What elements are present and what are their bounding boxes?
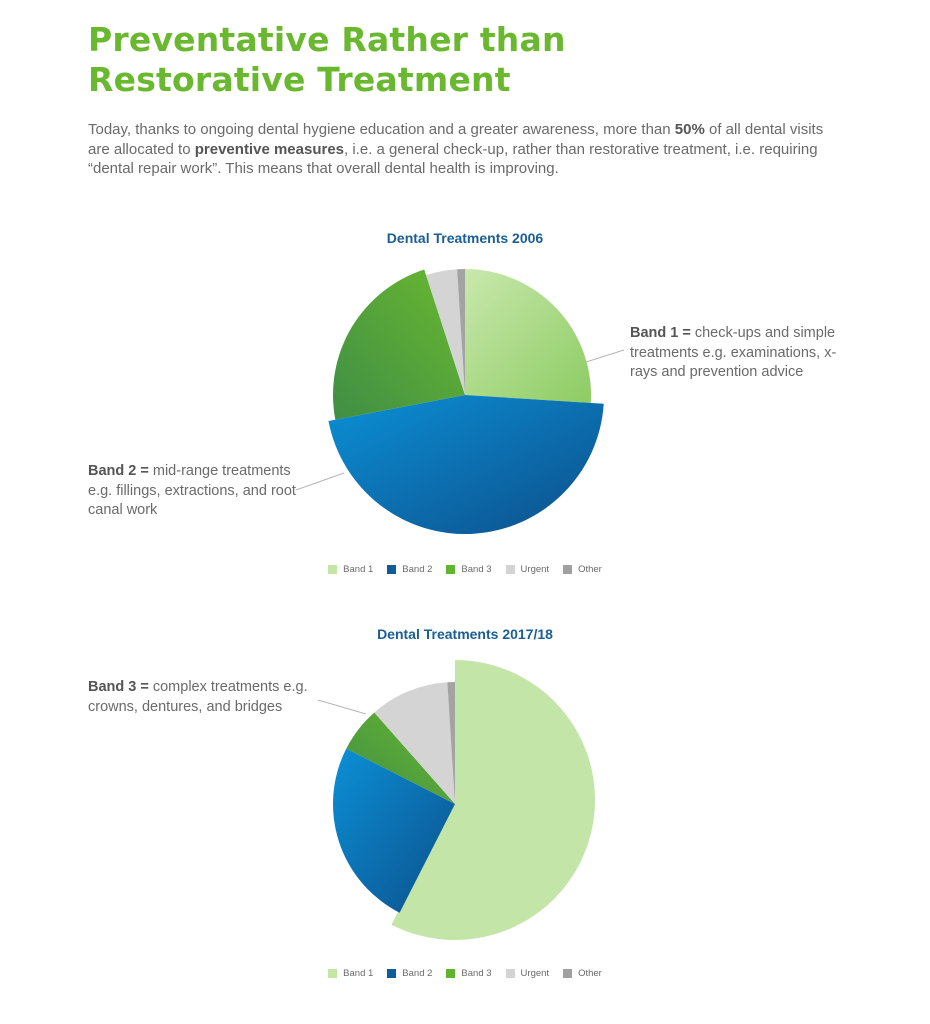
- band1-annotation-bold: Band 1 =: [630, 325, 691, 341]
- legend-item-band2: Band 2: [387, 968, 432, 979]
- pie-chart-2017-18: [333, 660, 596, 940]
- intro-text-1: Today, thanks to ongoing dental hygiene …: [88, 121, 675, 138]
- legend-swatch-band1: [328, 565, 338, 574]
- band1-annotation: Band 1 = check-ups and simple treatments…: [630, 324, 845, 383]
- legend-label-band1: Band 1: [343, 564, 374, 575]
- legend-item-band3: Band 3: [446, 564, 492, 575]
- legend-swatch-band2: [387, 565, 397, 574]
- pie-chart-2006: [328, 269, 604, 535]
- intro-text-2: of all dental visits are allocated to: [88, 121, 824, 158]
- intro-paragraph: Today, thanks to ongoing dental hygiene …: [88, 120, 848, 179]
- band3-annotation: Band 3 = complex treatments e.g. crowns,…: [88, 678, 328, 717]
- pie-slice-band-1: [391, 660, 596, 940]
- pie-slice-band-3: [346, 712, 455, 804]
- pie-slice-band-2: [328, 395, 604, 535]
- legend-swatch-band3: [446, 969, 456, 978]
- band2-annotation-text: mid-range treatments e.g. fillings, extr…: [88, 463, 296, 518]
- legend-item-band1: Band 1: [328, 968, 373, 979]
- legend-item-other: Other: [563, 968, 602, 979]
- pie-slice-band-2: [333, 748, 455, 913]
- legend-swatch-other: [563, 565, 573, 574]
- title-line-1: Preventative Rather than: [88, 20, 566, 59]
- chart-1-title: Dental Treatments 2006: [386, 230, 544, 246]
- legend-item-band3: Band 3: [446, 968, 492, 979]
- legend-item-urgent: Urgent: [505, 564, 550, 575]
- legend-item-urgent: Urgent: [505, 968, 550, 979]
- band2-annotation: Band 2 = mid-range treatments e.g. filli…: [88, 462, 303, 521]
- legend-label-band1: Band 1: [343, 968, 374, 979]
- band3-annotation-text: complex treatments e.g. crowns, dentures…: [88, 679, 308, 715]
- legend-swatch-band2: [387, 969, 397, 978]
- pie-slice-band-1: [465, 269, 591, 403]
- pie-slice-other: [457, 269, 465, 395]
- pie-slice-urgent: [426, 269, 465, 395]
- legend-item-band2: Band 2: [387, 564, 432, 575]
- legend-label-other: Other: [578, 564, 602, 575]
- band1-annotation-text: check-ups and simple treatments e.g. exa…: [630, 325, 837, 380]
- legend-label-band2: Band 2: [402, 968, 433, 979]
- legend-label-urgent: Urgent: [520, 968, 550, 979]
- chart-2-legend: Band 1 Band 2 Band 3 Urgent Other: [0, 968, 930, 979]
- legend-swatch-urgent: [505, 565, 515, 574]
- legend-label-band2: Band 2: [402, 564, 433, 575]
- chart-1-legend: Band 1 Band 2 Band 3 Urgent Other: [0, 564, 930, 575]
- chart-2-title: Dental Treatments 2017/18: [377, 626, 553, 642]
- legend-label-other: Other: [578, 968, 602, 979]
- pie-slice-urgent: [374, 682, 455, 804]
- legend-label-band3: Band 3: [461, 968, 492, 979]
- band2-annotation-bold: Band 2 =: [88, 463, 149, 479]
- legend-swatch-other: [563, 969, 573, 978]
- title-line-2: Restorative Treatment: [88, 60, 511, 99]
- legend-item-other: Other: [563, 564, 602, 575]
- page-title: Preventative Rather than Restorative Tre…: [88, 20, 566, 100]
- intro-bold-preventive: preventive measures: [194, 140, 345, 158]
- legend-label-band3: Band 3: [461, 564, 492, 575]
- intro-text-3: , i.e. a general check-up, rather than r…: [88, 140, 818, 178]
- legend-item-band1: Band 1: [328, 564, 373, 575]
- pie-slice-band-3: [333, 269, 465, 420]
- legend-swatch-urgent: [505, 969, 515, 978]
- pie-slice-other: [447, 682, 455, 804]
- legend-label-urgent: Urgent: [520, 564, 550, 575]
- intro-bold-percent: 50%: [674, 121, 705, 138]
- legend-swatch-band1: [328, 969, 338, 978]
- band3-annotation-bold: Band 3 =: [88, 679, 149, 695]
- legend-swatch-band3: [446, 565, 456, 574]
